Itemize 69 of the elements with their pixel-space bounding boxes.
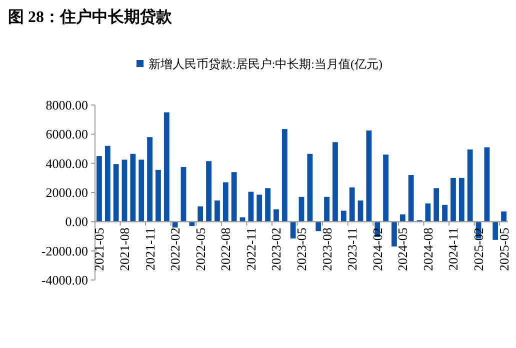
bar: [130, 154, 136, 222]
x-tick-label: 2021-11: [142, 228, 158, 271]
bar: [425, 203, 431, 222]
x-tick-label: 2021-08: [117, 228, 132, 272]
chart-title: 图 28：住户中长期贷款: [8, 8, 173, 26]
bar: [467, 149, 473, 222]
x-tick-label: 2023-02: [268, 228, 284, 272]
bar: [290, 222, 296, 238]
bar: [282, 129, 288, 222]
bar: [492, 222, 498, 240]
bar: [214, 200, 220, 222]
bar: [122, 160, 128, 222]
bar: [458, 178, 464, 222]
bar: [298, 196, 304, 222]
bar: [442, 204, 448, 222]
y-tick-label: -2000.00: [41, 243, 88, 258]
bar: [96, 156, 102, 222]
x-tick-label: 2024-08: [420, 228, 436, 272]
legend-label: 新增人民币贷款:居民户:中长期:当月值(亿元): [148, 57, 382, 71]
bar: [392, 222, 397, 246]
bar: [156, 170, 161, 222]
bar: [501, 211, 506, 222]
bar: [248, 192, 254, 222]
bar: [180, 166, 186, 222]
bar: [324, 196, 330, 222]
bar: [408, 175, 414, 222]
x-tick-label: 2022-11: [243, 228, 258, 271]
x-tick-label: 2024-02: [370, 228, 385, 272]
bar: [222, 182, 228, 222]
bar: [434, 188, 440, 222]
bar: [274, 209, 279, 222]
bar: [113, 164, 119, 222]
y-tick-label: 8000.00: [46, 98, 88, 112]
bar: [307, 154, 313, 222]
x-tick-label: 2022-05: [192, 228, 208, 272]
bar: [104, 146, 110, 222]
bar: [231, 172, 237, 222]
bar: [316, 222, 322, 232]
bar: [383, 154, 388, 222]
bar: [332, 142, 338, 222]
bar: [138, 160, 144, 222]
bar: [256, 194, 262, 222]
bar: [358, 200, 364, 222]
bar: [484, 147, 490, 222]
bar: [400, 214, 406, 222]
y-tick-label: -4000.00: [41, 272, 88, 288]
x-tick-label: 2022-08: [218, 228, 234, 272]
y-tick-label: 0.00: [65, 214, 88, 230]
y-tick-label: 2000.00: [46, 185, 88, 200]
x-tick-label: 2022-02: [168, 228, 183, 272]
x-tick-label: 2024-11: [446, 228, 461, 271]
y-tick-label: 6000.00: [46, 126, 88, 142]
x-tick-label: 2023-05: [294, 228, 309, 272]
y-tick-label: 4000.00: [46, 156, 88, 171]
bar: [349, 187, 355, 222]
bar: [164, 112, 170, 222]
bar: [147, 137, 152, 222]
bar: [450, 178, 456, 222]
x-tick-label: 2024-05: [395, 228, 410, 272]
x-tick-label: 2023-08: [319, 228, 334, 272]
bar: [366, 130, 372, 222]
bar: [265, 188, 270, 222]
x-tick-label: 2023-11: [344, 228, 360, 271]
x-tick-label: 2025-02: [471, 228, 486, 272]
bar: [198, 206, 204, 222]
bar: [206, 161, 212, 222]
x-tick-label: 2025-05: [496, 228, 512, 272]
x-tick-label: 2021-05: [92, 228, 107, 272]
bar: [340, 210, 346, 222]
